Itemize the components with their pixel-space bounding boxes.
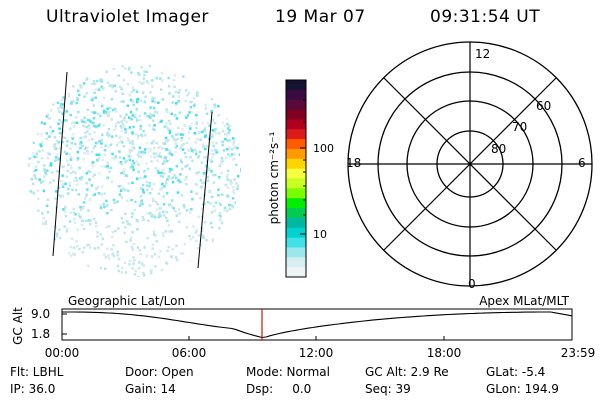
date-label: 19 Mar 07 xyxy=(275,7,366,27)
aurora-noise xyxy=(27,64,241,277)
lat-label-80: 80 xyxy=(491,142,506,156)
door-status: Door: Open xyxy=(125,365,194,379)
altitude-curve xyxy=(62,311,573,339)
colorbar-tick-100: 100 xyxy=(313,142,334,155)
filter-status: Flt: LBHL xyxy=(10,365,64,379)
ip-status: IP: 36.0 xyxy=(10,382,56,396)
time-tick-0600: 06:00 xyxy=(172,346,207,360)
time-label: 09:31:54 UT xyxy=(430,7,541,27)
time-tick-1200: 12:00 xyxy=(299,346,334,360)
alt-right-label: Apex MLat/MLT xyxy=(479,294,569,308)
glat-status: GLat: -5.4 xyxy=(486,365,546,379)
mlt-label-0: 0 xyxy=(468,277,476,291)
alt-tick-1.8: 1.8 xyxy=(31,327,50,341)
time-tick-2359: 23:59 xyxy=(561,346,596,360)
mlt-label-18: 18 xyxy=(346,156,361,170)
mlt-label-12: 12 xyxy=(475,47,490,61)
gc-alt-status: GC Alt: 2.9 Re xyxy=(365,365,449,379)
lon-line-left xyxy=(52,71,68,257)
mlt-label-6: 6 xyxy=(578,156,586,170)
alt-axis-title: GC Alt xyxy=(11,307,25,345)
gain-status: Gain: 14 xyxy=(125,382,176,396)
time-tick-1800: 18:00 xyxy=(427,346,462,360)
colorbar-unit-label: photon cm⁻²s⁻¹ xyxy=(267,131,281,224)
alt-tick-9: 9.0 xyxy=(31,307,50,321)
dsp-status: Dsp: 0.0 xyxy=(246,382,312,396)
glon-status: GLon: 194.9 xyxy=(486,382,559,396)
colorbar-tick-10: 10 xyxy=(313,228,327,241)
lon-line-right xyxy=(197,111,213,269)
alt-left-label: Geographic Lat/Lon xyxy=(68,294,185,308)
lat-label-70: 70 xyxy=(512,120,527,134)
mode-status: Mode: Normal xyxy=(246,365,330,379)
time-tick-0000: 00:00 xyxy=(45,346,80,360)
seq-status: Seq: 39 xyxy=(365,382,411,396)
app-title: Ultraviolet Imager xyxy=(46,7,209,27)
lat-label-60: 60 xyxy=(536,99,551,113)
